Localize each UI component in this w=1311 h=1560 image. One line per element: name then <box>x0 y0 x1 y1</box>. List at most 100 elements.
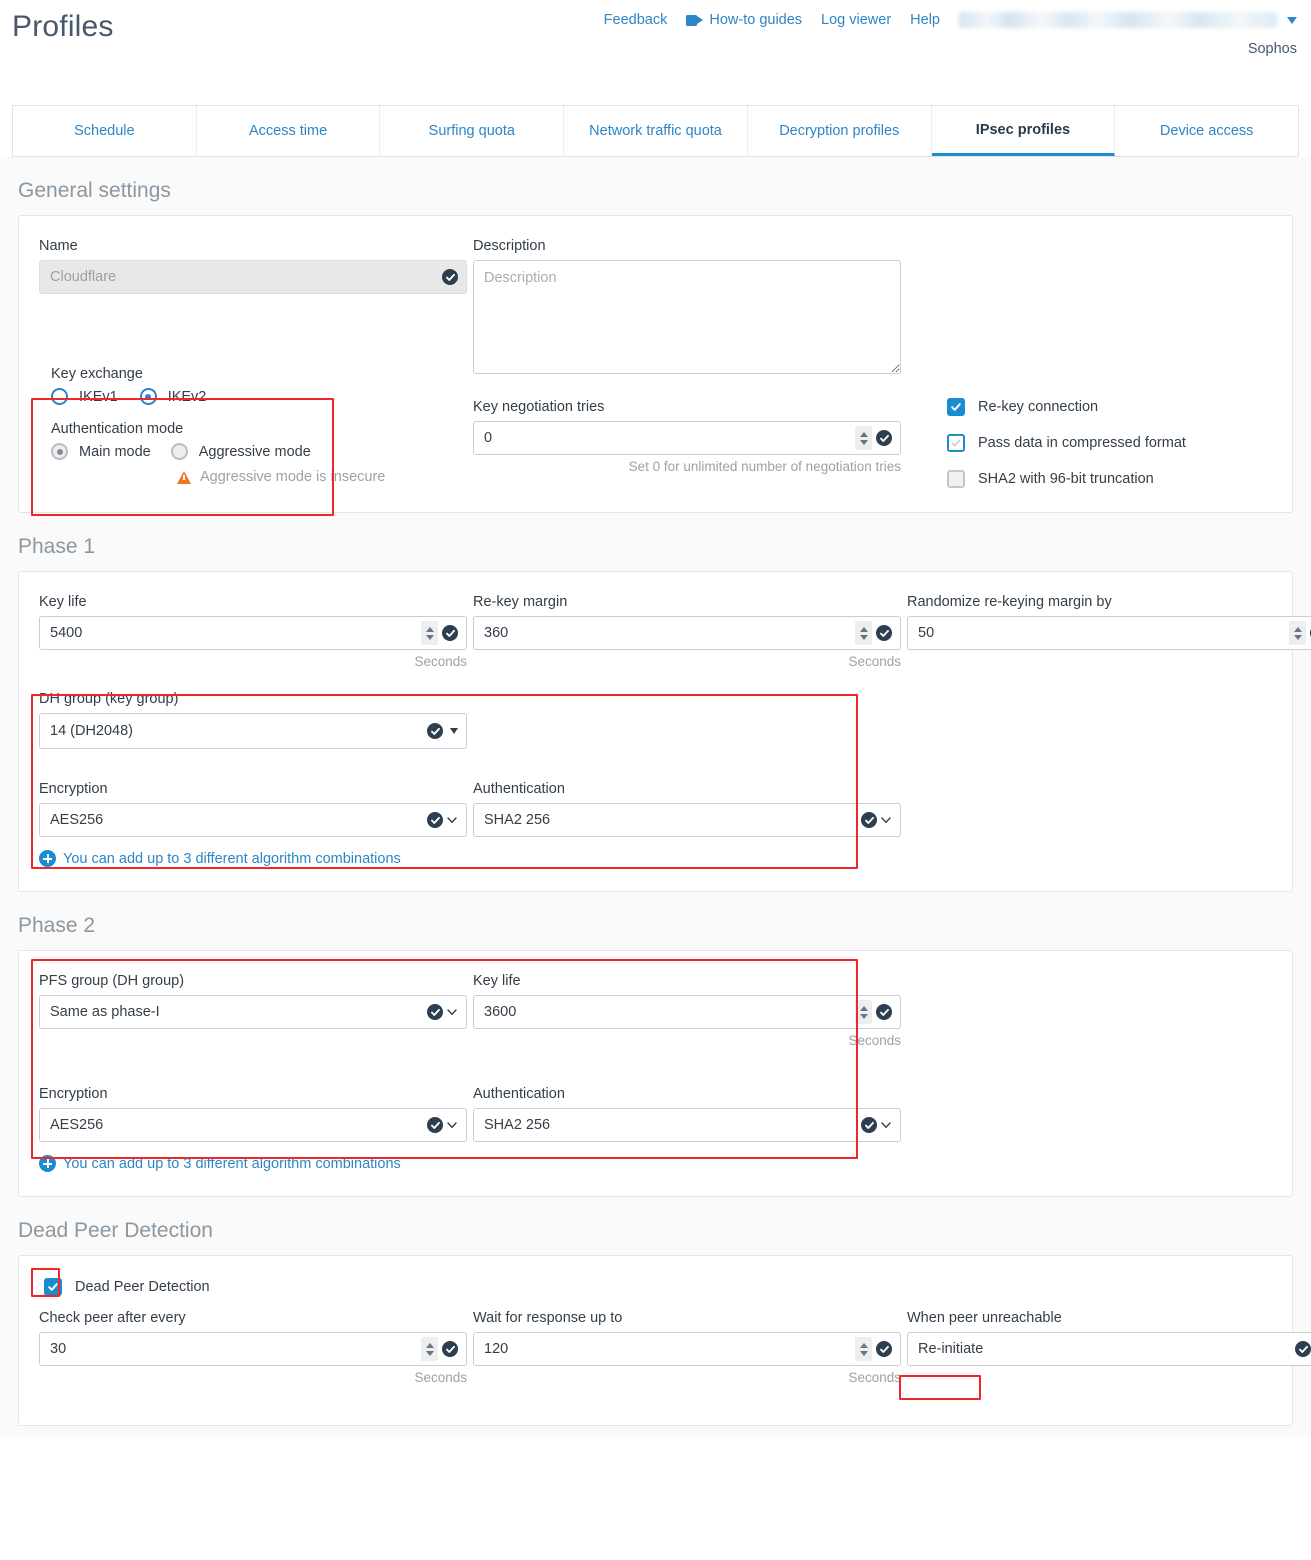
page-body: General settings Name Cloudflare Key exc… <box>0 157 1311 1436</box>
phase1-rekey-margin-field[interactable]: 360 <box>473 616 901 650</box>
radio-aggressive-mode-indicator <box>170 443 188 460</box>
phase1-rekey-margin-unit: Seconds <box>848 654 901 669</box>
phase1-key-life-field[interactable]: 5400 <box>39 616 467 650</box>
description-label: Description <box>473 238 546 254</box>
phase2-top-spacer <box>907 973 1311 1048</box>
phase2-key-life-value: 3600 <box>484 1004 517 1020</box>
radio-ikev2[interactable]: IKEv2 <box>139 388 206 405</box>
phase1-key-life-value: 5400 <box>50 625 83 641</box>
phase2-pfs-group-value: Same as phase-I <box>50 1004 160 1020</box>
radio-main-mode-indicator <box>51 443 68 460</box>
phase1-authentication-select[interactable]: SHA2 256 <box>473 803 901 837</box>
phase1-authentication-label: Authentication <box>473 781 565 797</box>
phase2-authentication-label: Authentication <box>473 1086 565 1102</box>
valid-check-icon <box>876 1341 892 1357</box>
phase1-randomize-unit: % <box>907 654 1311 669</box>
tab-device-access[interactable]: Device access <box>1115 106 1299 156</box>
help-label: Help <box>910 12 940 28</box>
checkbox-sha2-truncation-box[interactable] <box>947 470 965 488</box>
phase1-dh-group-select[interactable]: 14 (DH2048) <box>39 713 467 749</box>
tab-surfing-quota[interactable]: Surfing quota <box>380 106 565 156</box>
radio-ikev1-indicator[interactable] <box>51 388 68 405</box>
tab-decryption-profiles[interactable]: Decryption profiles <box>747 106 932 156</box>
valid-check-icon <box>442 625 458 641</box>
phase1-col-left: Key life 5400 Seconds <box>39 594 467 669</box>
checkbox-pass-data-compressed-label: Pass data in compressed format <box>978 435 1186 451</box>
feedback-label: Feedback <box>603 12 668 28</box>
phase2-encryption-label: Encryption <box>39 1086 108 1102</box>
dpd-toggle-label: Dead Peer Detection <box>75 1279 210 1295</box>
phase2-key-life-stepper[interactable] <box>855 1000 872 1024</box>
chevron-down-icon[interactable] <box>880 1119 892 1131</box>
radio-aggressive-mode: Aggressive mode <box>170 443 311 460</box>
phase2-pfs-group-label: PFS group (DH group) <box>39 973 185 989</box>
log-viewer-link[interactable]: Log viewer <box>821 12 891 28</box>
user-account-menu[interactable] <box>959 12 1297 28</box>
phase1-authentication-value: SHA2 256 <box>484 812 551 828</box>
phase1-dh-group-spacer2 <box>907 691 1311 749</box>
user-account-name-redacted <box>959 12 1277 28</box>
general-col-middle: Description Key negotiation tries 0 Set … <box>473 238 901 488</box>
warning-triangle-icon <box>177 470 191 484</box>
log-viewer-label: Log viewer <box>821 12 892 28</box>
phase2-key-life-field[interactable]: 3600 <box>473 995 901 1029</box>
phase1-randomize-field[interactable]: 50 <box>907 616 1311 650</box>
dpd-toggle[interactable]: Dead Peer Detection <box>44 1278 1272 1296</box>
help-link[interactable]: Help <box>910 12 940 28</box>
phase1-encryption-label: Encryption <box>39 781 108 797</box>
chevron-down-icon[interactable] <box>446 1006 458 1018</box>
phase1-randomize-label: Randomize re-keying margin by <box>907 594 1112 610</box>
tab-bar: Schedule Access time Surfing quota Netwo… <box>12 105 1299 157</box>
phase2-pfs-col: PFS group (DH group) Same as phase-I <box>39 973 467 1048</box>
checkbox-rekey-connection[interactable]: Re-key connection <box>947 398 1311 416</box>
tab-network-traffic-quota[interactable]: Network traffic quota <box>564 106 748 156</box>
phase1-add-algorithm-link[interactable]: You can add up to 3 different algorithm … <box>39 850 1272 867</box>
radio-ikev1[interactable]: IKEv1 <box>51 388 118 405</box>
chevron-down-icon[interactable] <box>446 1119 458 1131</box>
radio-aggressive-mode-label: Aggressive mode <box>198 443 311 460</box>
key-negotiation-hint: Set 0 for unlimited number of negotiatio… <box>628 459 901 474</box>
chevron-down-icon[interactable] <box>880 814 892 826</box>
dpd-wait-response-field[interactable]: 120 <box>473 1332 901 1366</box>
phase1-encryption-select[interactable]: AES256 <box>39 803 467 837</box>
tab-schedule[interactable]: Schedule <box>13 106 197 156</box>
key-exchange-label: Key exchange <box>51 366 143 382</box>
dpd-check-peer-stepper[interactable] <box>421 1337 438 1361</box>
checkbox-sha2-truncation[interactable]: SHA2 with 96-bit truncation <box>947 470 1311 488</box>
description-input[interactable] <box>473 260 901 374</box>
how-to-guides-link[interactable]: How-to guides <box>686 12 802 28</box>
chevron-down-icon[interactable] <box>446 814 458 826</box>
radio-ikev2-indicator[interactable] <box>139 388 157 405</box>
how-to-guides-label: How-to guides <box>709 12 803 28</box>
phase2-authentication-select[interactable]: SHA2 256 <box>473 1108 901 1142</box>
dpd-when-unreachable-value: Re-initiate <box>918 1341 984 1357</box>
valid-check-icon <box>876 430 892 446</box>
phase2-add-algorithm-link[interactable]: You can add up to 3 different algorithm … <box>39 1155 1272 1172</box>
tab-ipsec-profiles[interactable]: IPsec profiles <box>931 106 1116 156</box>
phase2-authentication-col: Authentication SHA2 256 <box>473 1086 901 1142</box>
dpd-toggle-checkbox[interactable] <box>44 1278 62 1296</box>
dpd-wait-response-stepper[interactable] <box>855 1337 872 1361</box>
phase1-dh-group-label: DH group (key group) <box>39 691 179 707</box>
dpd-wait-response-value: 120 <box>484 1341 509 1357</box>
phase1-randomize-stepper[interactable] <box>1289 621 1306 645</box>
key-negotiation-field[interactable]: 0 <box>473 421 901 455</box>
chevron-down-icon[interactable] <box>1287 16 1297 24</box>
feedback-link[interactable]: Feedback <box>604 12 668 28</box>
key-negotiation-stepper[interactable] <box>855 426 872 450</box>
radio-main-mode-label: Main mode <box>79 443 151 460</box>
phase1-key-life-label: Key life <box>39 594 87 610</box>
chevron-down-icon[interactable] <box>450 728 458 734</box>
valid-check-icon <box>861 812 877 828</box>
phase1-key-life-stepper[interactable] <box>421 621 438 645</box>
general-col-left: Name Cloudflare Key exchange IKEv1 <box>39 238 467 488</box>
page-title: Profiles <box>12 10 114 43</box>
phase2-pfs-group-select[interactable]: Same as phase-I <box>39 995 467 1029</box>
dpd-check-peer-field[interactable]: 30 <box>39 1332 467 1366</box>
checkbox-rekey-connection-box[interactable] <box>947 398 965 416</box>
name-label: Name <box>39 238 78 254</box>
phase1-rekey-margin-stepper[interactable] <box>855 621 872 645</box>
dpd-when-unreachable-select[interactable]: Re-initiate <box>907 1332 1311 1366</box>
phase2-encryption-select[interactable]: AES256 <box>39 1108 467 1142</box>
tab-access-time[interactable]: Access time <box>196 106 381 156</box>
